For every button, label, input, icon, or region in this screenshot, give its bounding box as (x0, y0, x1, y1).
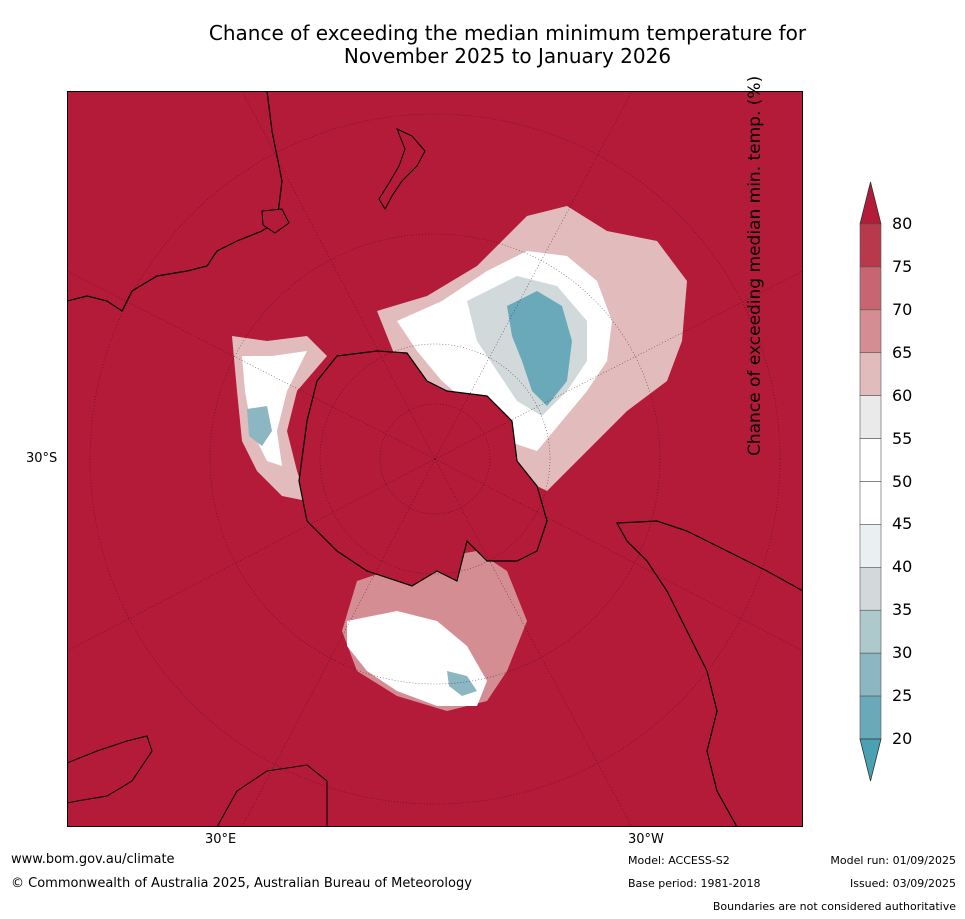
africa-landmass (67, 735, 153, 804)
anomaly-region-indian-blue (247, 406, 272, 446)
colorbar-band-60-65 (859, 352, 882, 396)
footer-model-run: Model run: 01/09/2025 (830, 854, 956, 867)
map-svg (67, 91, 803, 827)
colorbar-tick-80: 80 (892, 214, 913, 233)
lon-label-30w: 30°W (628, 832, 664, 847)
map-panel[interactable] (67, 91, 803, 827)
colorbar-tick-50: 50 (892, 471, 913, 491)
colorbar-tick-25: 25 (892, 686, 913, 706)
colorbar-arrow-top (859, 181, 882, 225)
colorbar-band-55-60 (859, 395, 882, 439)
footer-copyright: © Commonwealth of Australia 2025, Austra… (11, 876, 472, 891)
colorbar-tick-65: 65 (892, 342, 913, 362)
tasmania-landmass (261, 208, 290, 234)
anomaly-region-pacific-blue (507, 291, 572, 406)
footer-model: Model: ACCESS-S2 (628, 854, 730, 867)
colorbar-tick-70: 70 (892, 299, 913, 319)
anomaly-region-atlantic-blue (447, 671, 477, 696)
colorbar-band-30-35 (859, 609, 882, 654)
antarctica-landmass (298, 350, 548, 587)
lon-label-30e: 30°E (205, 832, 237, 847)
colorbar-tick-20: 20 (892, 729, 913, 748)
colorbar-band-20-25 (859, 695, 882, 740)
colorbar-arrow-bottom (859, 738, 882, 782)
south-america-landmass (616, 520, 803, 827)
colorbar-band-45-50 (859, 481, 882, 525)
title-line-2: November 2025 to January 2026 (343, 44, 672, 68)
colorbar-band-75-80 (859, 223, 882, 268)
colorbar-bands (859, 223, 882, 740)
colorbar-band-70-75 (859, 266, 882, 311)
graticule (67, 91, 803, 827)
new-zealand-landmass (378, 128, 426, 211)
footer-base-period: Base period: 1981-2018 (628, 877, 761, 890)
map-border (67, 91, 803, 827)
footer-issued: Issued: 03/09/2025 (849, 877, 956, 890)
colorbar-axis-label: Chance of exceeding median min. temp. (%… (744, 75, 765, 456)
colorbar-tick-75: 75 (892, 256, 913, 276)
title-line-1: Chance of exceeding the median minimum t… (208, 21, 807, 45)
colorbar-tick-60: 60 (892, 385, 913, 405)
colorbar-tick-35: 35 (892, 600, 913, 620)
colorbar-band-50-55 (859, 438, 882, 482)
colorbar-tick-55: 55 (892, 428, 913, 448)
colorbar-tick-40: 40 (892, 557, 913, 577)
footer-website[interactable]: www.bom.gov.au/climate (11, 852, 175, 867)
africa-landmass-south (216, 764, 328, 827)
colorbar-band-40-45 (859, 524, 882, 568)
colorbar-tick-30: 30 (892, 643, 913, 663)
colorbar-band-65-70 (859, 309, 882, 354)
footer-disclaimer: Boundaries are not considered authoritat… (712, 900, 956, 913)
colorbar-band-35-40 (859, 567, 882, 611)
colorbar (859, 181, 882, 782)
australia-landmass (67, 91, 283, 312)
chart-title: Chance of exceeding the median minimum t… (150, 22, 865, 68)
lat-label-30s: 30°S (26, 451, 58, 466)
colorbar-tick-45: 45 (892, 514, 913, 534)
colorbar-band-25-30 (859, 652, 882, 697)
